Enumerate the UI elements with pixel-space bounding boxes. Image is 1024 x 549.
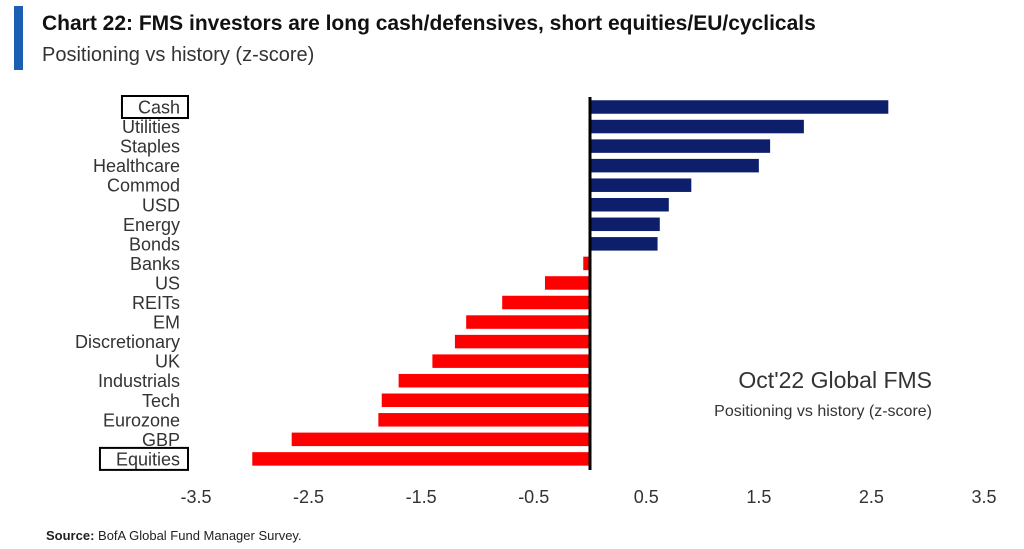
highlight-box-cash — [120, 95, 189, 119]
highlight-box-equities — [98, 446, 189, 471]
bar-industrials — [398, 373, 590, 388]
chart-subtitle: Positioning vs history (z-score) — [42, 44, 315, 66]
x-tick-label: 3.5 — [971, 487, 996, 507]
annotation-title: Oct'22 Global FMS — [738, 367, 932, 393]
bar-healthcare — [590, 158, 759, 173]
title-accent-bar — [14, 6, 23, 70]
x-tick-label: -0.5 — [518, 487, 549, 507]
category-label-energy: Energy — [123, 215, 180, 235]
bar-uk — [432, 354, 590, 368]
source-note: Source: BofA Global Fund Manager Survey. — [46, 528, 302, 543]
x-tick-label: -1.5 — [406, 487, 437, 507]
category-label-discretionary: Discretionary — [75, 332, 180, 352]
bar-utilities — [590, 119, 804, 134]
category-label-em: EM — [153, 313, 180, 333]
category-label-tech: Tech — [142, 391, 180, 411]
x-tick-label: -3.5 — [180, 487, 211, 507]
bar-cash — [590, 100, 889, 114]
category-label-bonds: Bonds — [129, 234, 180, 254]
source-text: BofA Global Fund Manager Survey. — [98, 528, 302, 543]
category-label-usd: USD — [142, 195, 180, 215]
bar-energy — [590, 217, 660, 232]
bar-bonds — [590, 237, 658, 251]
category-label-eurozone: Eurozone — [103, 410, 180, 430]
category-label-industrials: Industrials — [98, 371, 180, 391]
category-label-utilities: Utilities — [122, 117, 180, 137]
x-tick-label: 0.5 — [634, 487, 659, 507]
bar-em — [466, 315, 590, 329]
bar-reits — [502, 295, 590, 310]
category-label-equities: Equities — [116, 449, 180, 469]
category-label-gbp: GBP — [142, 430, 180, 450]
x-tick-label: 2.5 — [859, 487, 884, 507]
category-label-us: US — [155, 273, 180, 293]
bar-discretionary — [454, 334, 590, 349]
bar-staples — [590, 139, 771, 153]
x-tick-label: -2.5 — [293, 487, 324, 507]
bar-equities — [252, 452, 591, 466]
bar-banks — [583, 256, 590, 271]
category-label-banks: Banks — [130, 254, 180, 274]
bar-tech — [381, 393, 590, 407]
category-label-reits: REITs — [132, 293, 180, 313]
category-label-staples: Staples — [120, 137, 180, 157]
bar-us — [544, 276, 590, 290]
bar-commod — [590, 178, 692, 192]
chart-title: Chart 22: FMS investors are long cash/de… — [42, 12, 816, 35]
category-label-healthcare: Healthcare — [93, 156, 180, 176]
bar-eurozone — [378, 413, 590, 427]
category-label-commod: Commod — [107, 176, 180, 196]
bar-usd — [590, 198, 669, 212]
source-label: Source: — [46, 528, 95, 543]
annotation-subtitle: Positioning vs history (z-score) — [714, 403, 932, 420]
category-label-cash: Cash — [138, 98, 180, 118]
category-label-uk: UK — [155, 352, 180, 372]
x-tick-label: 1.5 — [746, 487, 771, 507]
bar-gbp — [291, 432, 590, 447]
